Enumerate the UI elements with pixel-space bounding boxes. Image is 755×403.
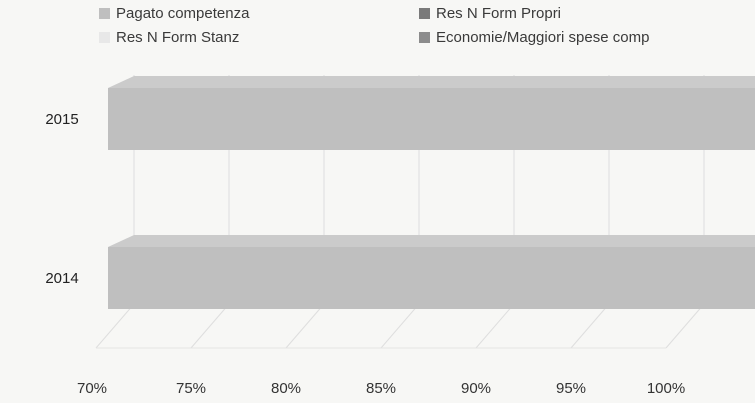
x-tick-label: 100%	[647, 380, 685, 397]
gridline-floor	[570, 303, 610, 349]
category-label: 2014	[45, 270, 78, 287]
x-tick-label: 90%	[461, 380, 491, 397]
legend: Pagato competenza Res N Form Propri Res N …	[99, 5, 649, 46]
legend-entry: Res N Form Stanz	[99, 29, 239, 46]
legend-swatch	[419, 8, 430, 19]
x-tick-label: 70%	[77, 380, 107, 397]
category-label: 2015	[45, 111, 78, 128]
gridline-floor	[380, 303, 420, 349]
legend-entry: Pagato competenza	[99, 5, 250, 22]
legend-label: Pagato competenza	[116, 5, 250, 22]
legend-swatch	[99, 8, 110, 19]
x-tick-label: 95%	[556, 380, 586, 397]
legend-label: Economie/Maggiori spese comp	[436, 29, 649, 46]
x-tick-label: 85%	[366, 380, 396, 397]
gridline-floor	[475, 303, 515, 349]
bars	[108, 76, 755, 309]
bar-top-face	[108, 76, 755, 88]
gridline-floor	[285, 303, 325, 349]
legend-entry: Economie/Maggiori spese comp	[419, 29, 649, 46]
legend-label: Res N Form Propri	[436, 5, 561, 22]
x-tick-label: 75%	[176, 380, 206, 397]
x-tick-label: 80%	[271, 380, 301, 397]
bar-front-face	[108, 247, 755, 309]
legend-swatch	[419, 32, 430, 43]
legend-swatch	[99, 32, 110, 43]
bar-top-face	[108, 235, 755, 247]
bar-front-face	[108, 88, 755, 150]
legend-entry: Res N Form Propri	[419, 5, 561, 22]
gridline-floor	[190, 303, 230, 349]
category-labels: 2015 2014	[45, 111, 78, 287]
bar-segment-pagato-competenza	[108, 76, 755, 150]
legend-label: Res N Form Stanz	[116, 29, 239, 46]
bar-segment-pagato-competenza	[108, 235, 755, 309]
x-axis-ticks: 70% 75% 80% 85% 90% 95% 100%	[77, 380, 685, 397]
gridline-floor	[95, 303, 135, 349]
gridline-floor	[665, 303, 705, 349]
